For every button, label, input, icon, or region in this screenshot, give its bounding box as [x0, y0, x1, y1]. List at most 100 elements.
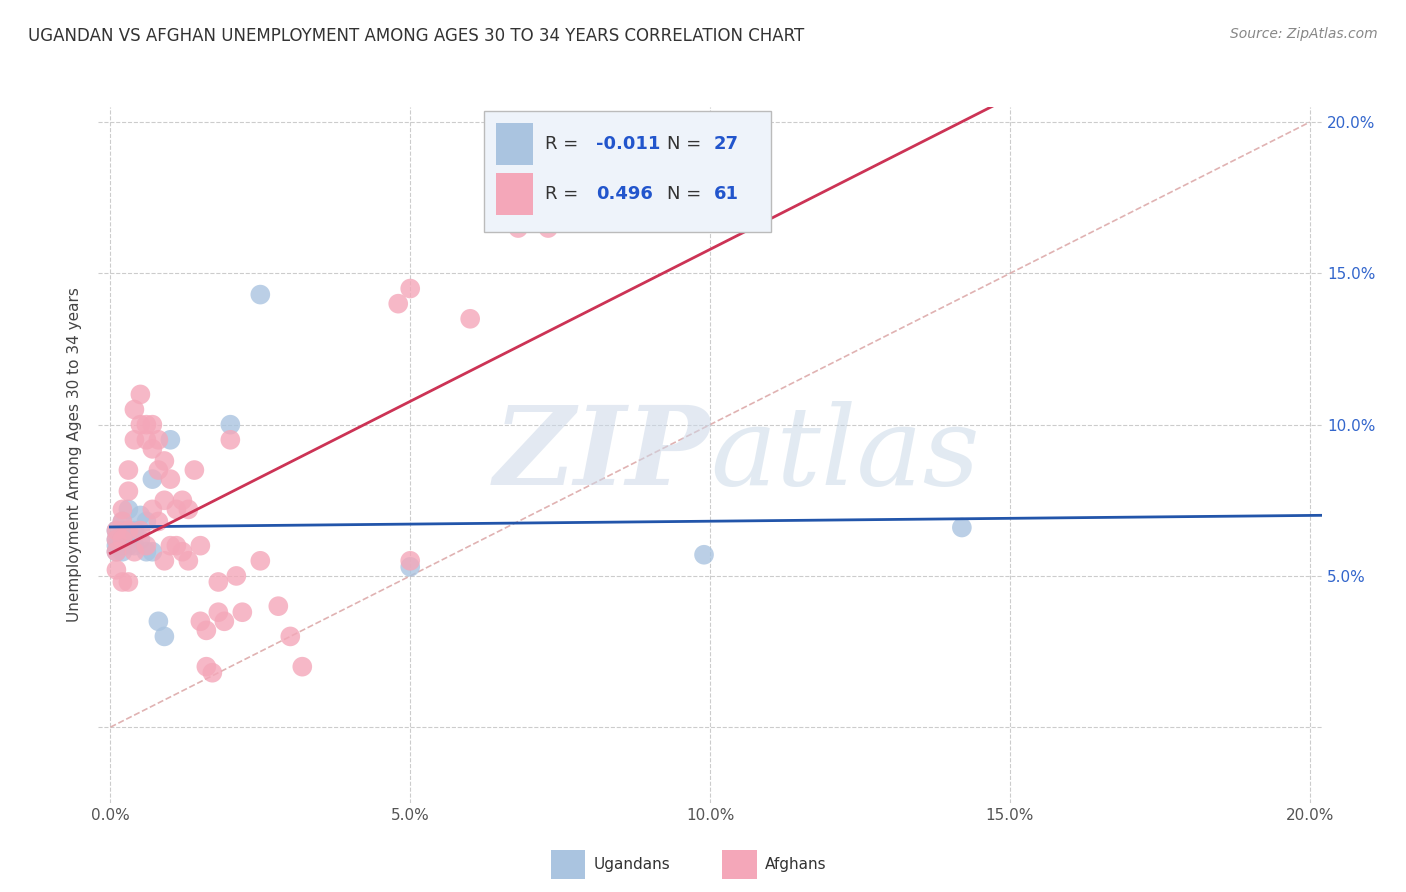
Point — [117, 524, 139, 538]
Y-axis label: Unemployment Among Ages 30 to 34 years: Unemployment Among Ages 30 to 34 years — [66, 287, 82, 623]
Point — [165, 502, 187, 516]
Point — [399, 559, 422, 574]
Point — [387, 296, 409, 310]
Point — [124, 524, 146, 538]
Point — [165, 539, 187, 553]
Point — [129, 524, 152, 538]
FancyBboxPatch shape — [484, 111, 772, 232]
Point — [249, 287, 271, 301]
Point — [188, 539, 211, 553]
Point — [153, 454, 176, 468]
Point — [188, 615, 211, 629]
Point — [214, 615, 236, 629]
Point — [195, 624, 218, 638]
Point — [111, 515, 134, 529]
FancyBboxPatch shape — [496, 123, 533, 165]
Text: UGANDAN VS AFGHAN UNEMPLOYMENT AMONG AGES 30 TO 34 YEARS CORRELATION CHART: UGANDAN VS AFGHAN UNEMPLOYMENT AMONG AGE… — [28, 27, 804, 45]
Point — [105, 524, 128, 538]
Point — [105, 563, 128, 577]
Point — [172, 493, 194, 508]
Text: 27: 27 — [714, 135, 738, 153]
Text: atlas: atlas — [710, 401, 980, 508]
Point — [105, 539, 128, 553]
Point — [148, 615, 170, 629]
FancyBboxPatch shape — [551, 850, 585, 880]
Point — [117, 484, 139, 499]
Point — [117, 574, 139, 589]
Point — [183, 463, 205, 477]
Point — [278, 629, 301, 643]
Point — [159, 433, 181, 447]
Point — [129, 508, 152, 523]
Point — [153, 629, 176, 643]
Point — [195, 659, 218, 673]
Point — [148, 463, 170, 477]
Point — [129, 417, 152, 432]
Point — [225, 569, 247, 583]
Point — [124, 539, 146, 553]
Point — [177, 502, 200, 516]
Text: R =: R = — [546, 135, 583, 153]
Point — [458, 311, 481, 326]
Point — [135, 417, 157, 432]
Point — [111, 515, 134, 529]
Point — [537, 221, 560, 235]
Text: -0.011: -0.011 — [596, 135, 661, 153]
Text: 61: 61 — [714, 185, 738, 203]
Point — [219, 433, 242, 447]
Point — [201, 665, 224, 680]
Point — [267, 599, 290, 614]
Point — [105, 524, 128, 538]
Text: N =: N = — [668, 185, 707, 203]
Point — [177, 554, 200, 568]
Point — [135, 545, 157, 559]
Point — [129, 533, 152, 547]
Point — [135, 515, 157, 529]
Point — [519, 206, 541, 220]
Point — [117, 524, 139, 538]
Point — [399, 554, 422, 568]
Point — [117, 502, 139, 516]
Point — [159, 539, 181, 553]
Point — [231, 605, 253, 619]
Point — [219, 417, 242, 432]
Text: Source: ZipAtlas.com: Source: ZipAtlas.com — [1230, 27, 1378, 41]
Point — [105, 533, 128, 547]
Text: 0.496: 0.496 — [596, 185, 654, 203]
Point — [111, 574, 134, 589]
Text: R =: R = — [546, 185, 583, 203]
FancyBboxPatch shape — [723, 850, 756, 880]
Point — [249, 554, 271, 568]
Point — [153, 493, 176, 508]
Point — [291, 659, 314, 673]
Point — [124, 433, 146, 447]
Point — [111, 524, 134, 538]
Point — [693, 548, 716, 562]
Point — [111, 545, 134, 559]
Point — [399, 281, 422, 295]
Text: Afghans: Afghans — [765, 857, 827, 872]
Text: N =: N = — [668, 135, 707, 153]
Point — [105, 545, 128, 559]
Point — [111, 533, 134, 547]
FancyBboxPatch shape — [496, 173, 533, 215]
Point — [148, 515, 170, 529]
Point — [141, 502, 163, 516]
Point — [117, 463, 139, 477]
Text: ZIP: ZIP — [494, 401, 710, 508]
Point — [153, 554, 176, 568]
Point — [141, 472, 163, 486]
Point — [950, 520, 973, 534]
Point — [111, 539, 134, 553]
Point — [508, 221, 530, 235]
Point — [141, 442, 163, 456]
Point — [148, 433, 170, 447]
Point — [124, 402, 146, 417]
Point — [105, 533, 128, 547]
Point — [159, 472, 181, 486]
Point — [207, 605, 229, 619]
Point — [111, 502, 134, 516]
Point — [141, 417, 163, 432]
Point — [135, 539, 157, 553]
Point — [135, 433, 157, 447]
